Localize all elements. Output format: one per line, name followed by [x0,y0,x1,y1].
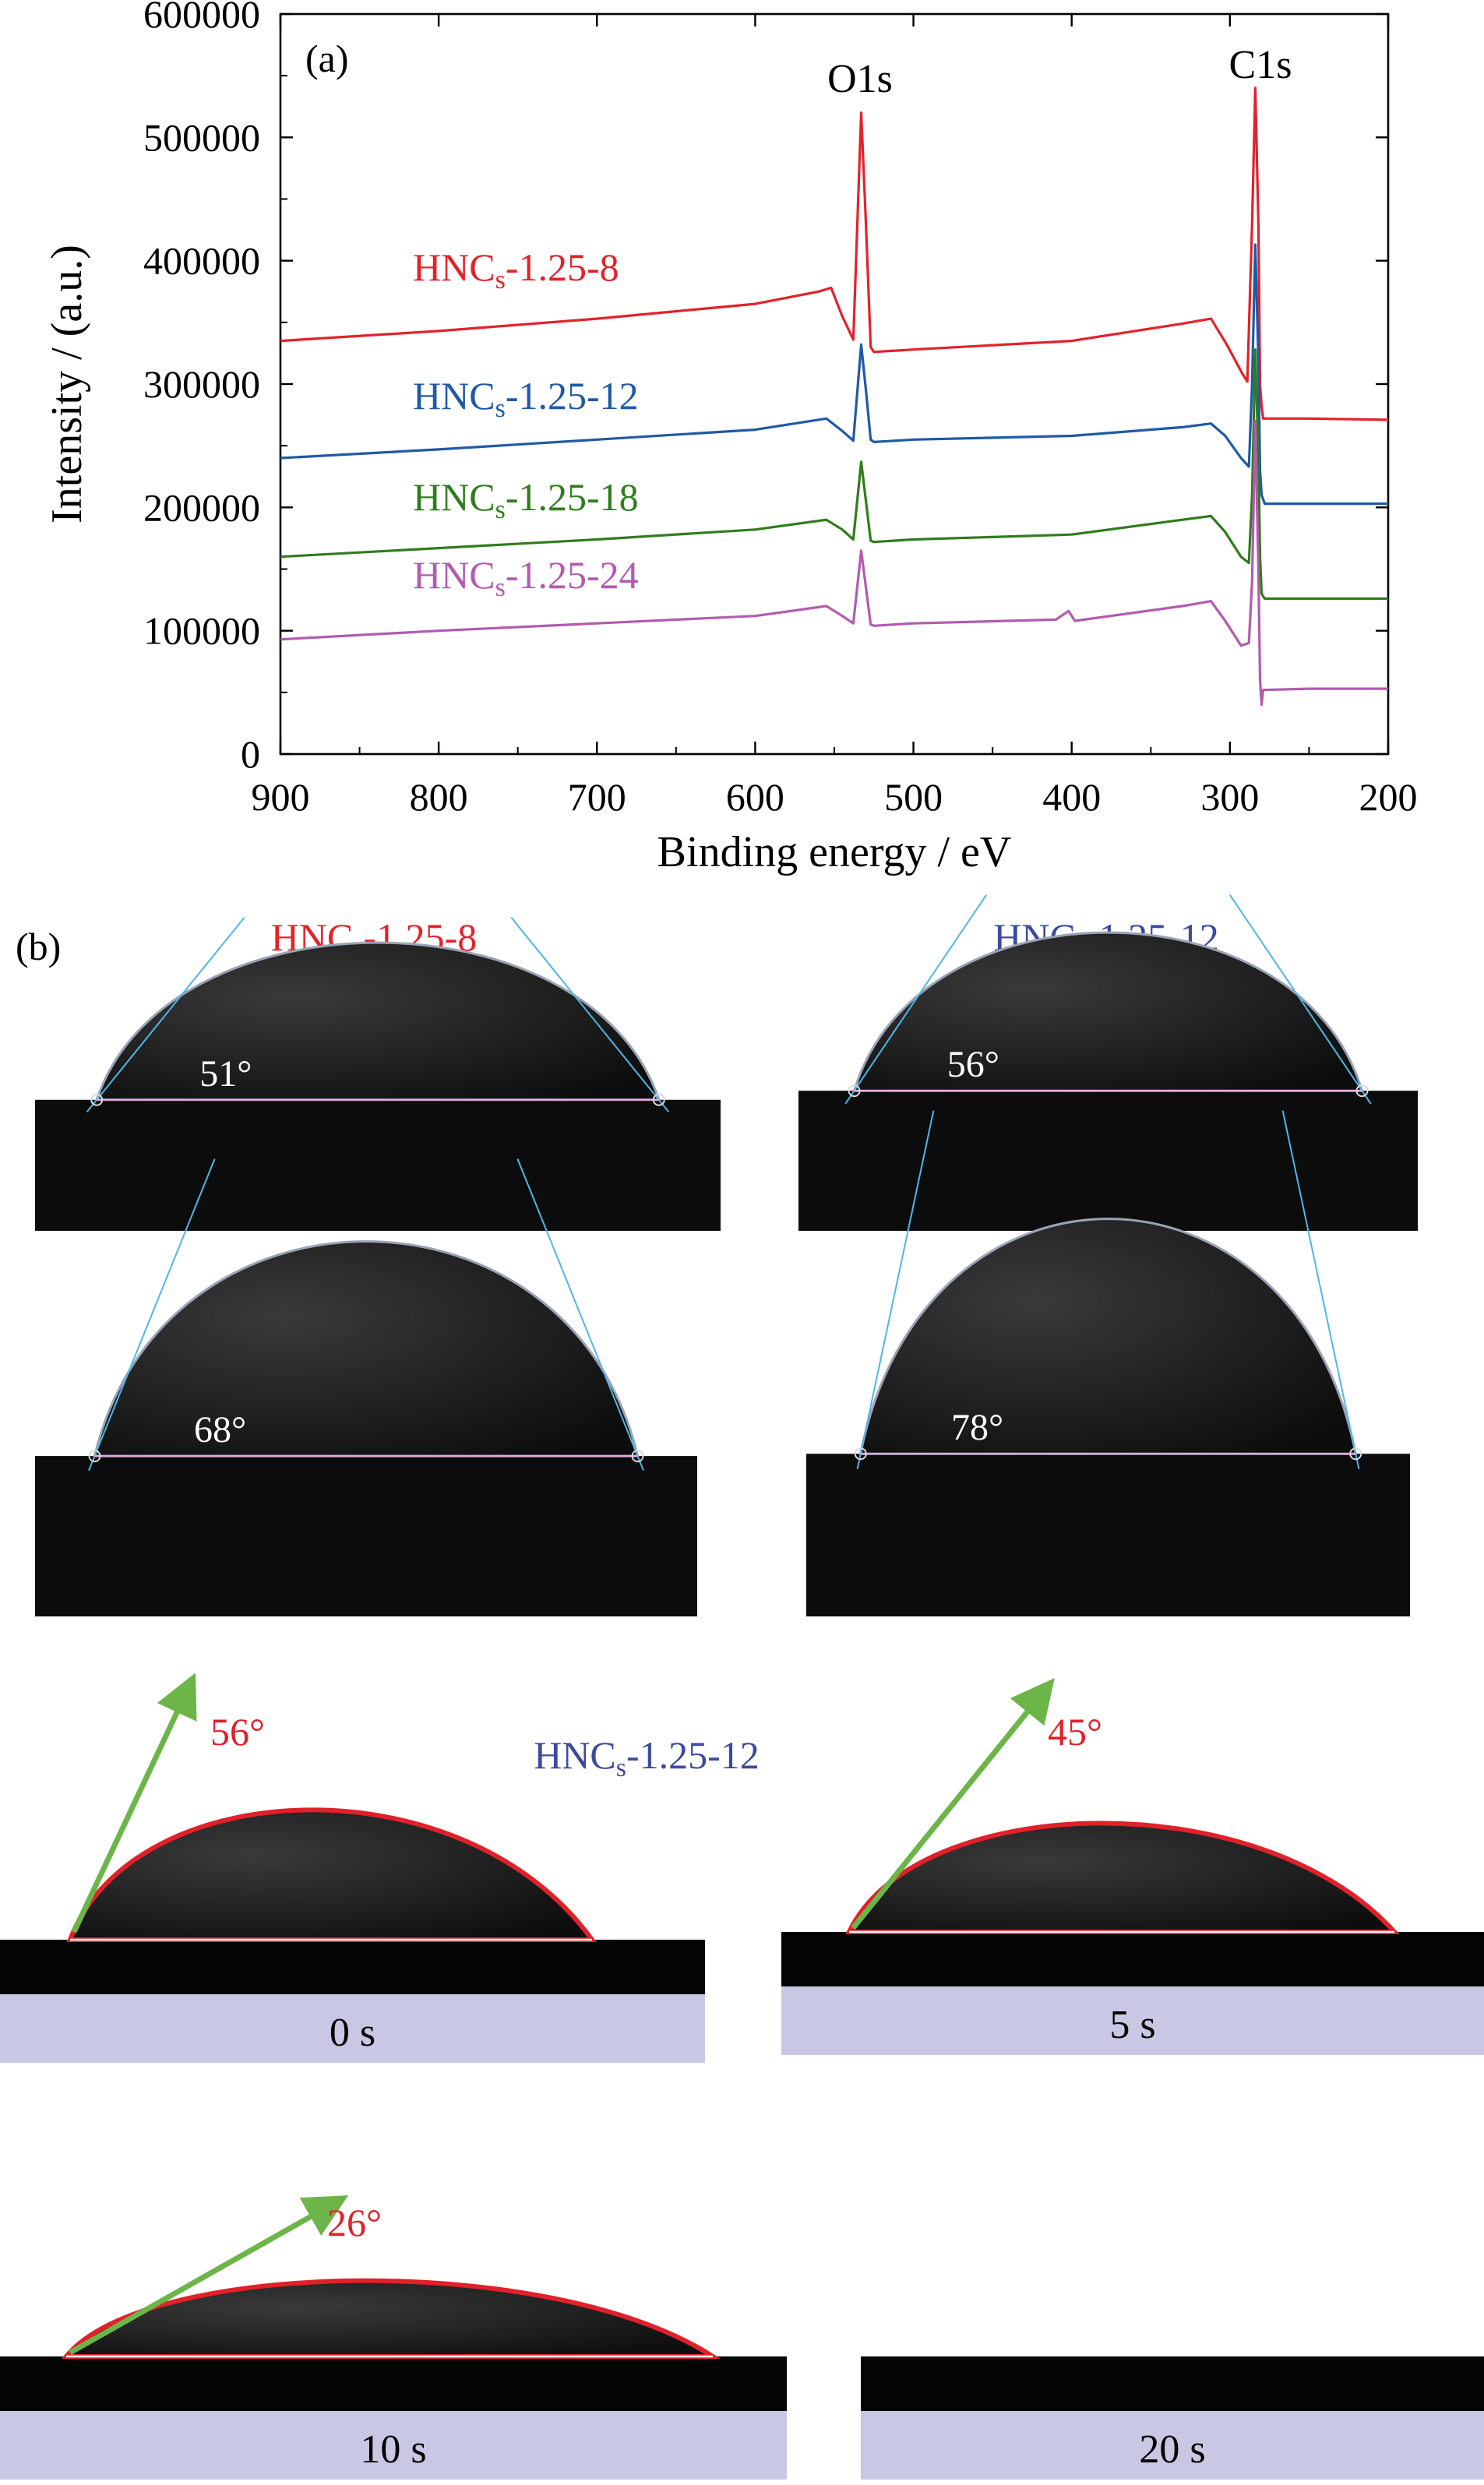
tangent-line [510,917,670,1112]
series-label: HNCs-1.25-8 [413,245,619,294]
angle-label: 56° [947,1044,999,1085]
droplet [852,931,1364,1092]
substrate [0,2356,787,2411]
contact-angle-arrow [851,1678,1055,1930]
x-axis-ticks: 900 800 700 600 500 400 300 200 [252,14,1418,819]
angle-label: 78° [951,1407,1003,1448]
y-tick-label: 300000 [143,362,260,406]
droplet-spreading-panel: HNCs-1.25-12 0 s 56° 5 s 45° 10 s 26° 20 s [0,1673,1484,2480]
contact-point [88,1450,101,1463]
droplet [95,941,661,1102]
tangent-line [1281,1110,1360,1469]
droplet [93,1240,640,1458]
contact-point [1349,1447,1362,1461]
y-tick-label: 200000 [143,485,260,529]
angle-label: 51° [199,1053,252,1094]
droplet-outline [845,1821,1400,1934]
contact-angle-arrow [69,2195,349,2356]
y-tick-label: 500000 [143,115,260,159]
time-label: 20 s [1139,2427,1205,2472]
angle-label: 45° [1048,1710,1102,1754]
time-caption-bar [781,1986,1484,2055]
panel-label-a: (a) [305,37,349,80]
series-label: HNCs-1.25-18 [413,475,639,524]
contact-angle-panel: (b) HNCs-1.25-851°HNCs-1.25-1256°HNCs-1.… [16,894,1418,1616]
y-tick-label: 100000 [143,609,260,653]
time-label: 0 s [330,2011,375,2055]
series-line [280,86,1389,421]
substrate [35,1456,697,1616]
y-axis-ticks: 0 100000 200000 300000 400000 500000 600000 [143,0,1388,776]
panel-label-b: (b) [16,925,61,968]
substrate [35,1099,721,1231]
tangent-line [856,1110,935,1469]
x-tick-label: 200 [1359,775,1418,819]
peak-label: O1s [827,57,893,101]
contact-angle-arrow [71,1673,197,1933]
x-tick-label: 300 [1200,775,1259,819]
series-label: HNCs-1.25-24 [413,553,639,602]
x-tick-label: 900 [252,775,310,819]
tangent-line [86,917,245,1112]
tangent-line [516,1158,644,1472]
contact-angle-image: 68° [35,1158,697,1616]
spreading-frame: 10 s 26° [0,2195,787,2480]
substrate [806,1454,1410,1616]
x-axis-title: Binding energy / eV [657,828,1012,876]
contact-point [652,1093,665,1106]
y-tick-label: 0 [241,732,260,776]
series-line [280,243,1388,506]
series-line [280,348,1388,601]
angle-label: 56° [210,1710,265,1754]
time-label: 5 s [1109,2003,1155,2047]
y-axis-title: Intensity / (a.u.) [43,245,91,523]
angle-label: 68° [194,1409,246,1450]
substrate [781,1932,1484,1986]
spreading-frame: 5 s 45° [781,1678,1484,2055]
peak-annotations: O1s C1s [827,43,1292,101]
tangent-line [88,1158,216,1472]
contact-point [90,1093,104,1106]
tangent-line [1229,894,1372,1105]
spreading-frame: 20 s [861,2356,1484,2480]
droplet-outline [66,1807,597,1942]
x-tick-label: 800 [410,775,468,819]
x-tick-label: 700 [568,775,626,819]
y-tick-label: 400000 [143,239,260,283]
contact-point [854,1447,867,1461]
x-tick-label: 400 [1042,775,1101,819]
substrate [798,1091,1418,1231]
time-caption-bar [861,2411,1484,2480]
peak-label: C1s [1229,43,1292,87]
series-lines [280,86,1389,707]
contact-point [631,1450,644,1463]
contact-point [848,1084,861,1098]
droplet-outline [61,2278,721,2359]
time-caption-bar [0,2411,787,2480]
series-line [280,419,1388,707]
contact-angle-image: 56° [798,894,1418,1231]
inline-series-labels: HNCs-1.25-8 HNCs-1.25-12 HNCs-1.25-18 HNCs-… [413,245,639,602]
angle-label: 26° [327,2201,382,2244]
y-tick-label: 600000 [143,0,260,36]
xps-chart: 900 800 700 600 500 400 300 200 0 100000 200000 30… [43,0,1418,876]
tangent-line [844,894,987,1105]
series-label: HNCs-1.25-12 [413,374,639,423]
droplet [858,1218,1358,1455]
substrate [861,2356,1484,2411]
time-label: 10 s [360,2427,426,2472]
sample-title: HNCs-1.25-12 [534,1733,760,1782]
contact-angle-image: 51° [35,917,721,1231]
spreading-frame: 0 s 56° [0,1673,705,2063]
time-caption-bar [0,1994,705,2063]
substrate [0,1940,705,1994]
contact-point [1355,1084,1369,1098]
x-tick-label: 600 [726,775,784,819]
x-tick-label: 500 [884,775,943,819]
contact-angle-image: 78° [806,1110,1410,1616]
